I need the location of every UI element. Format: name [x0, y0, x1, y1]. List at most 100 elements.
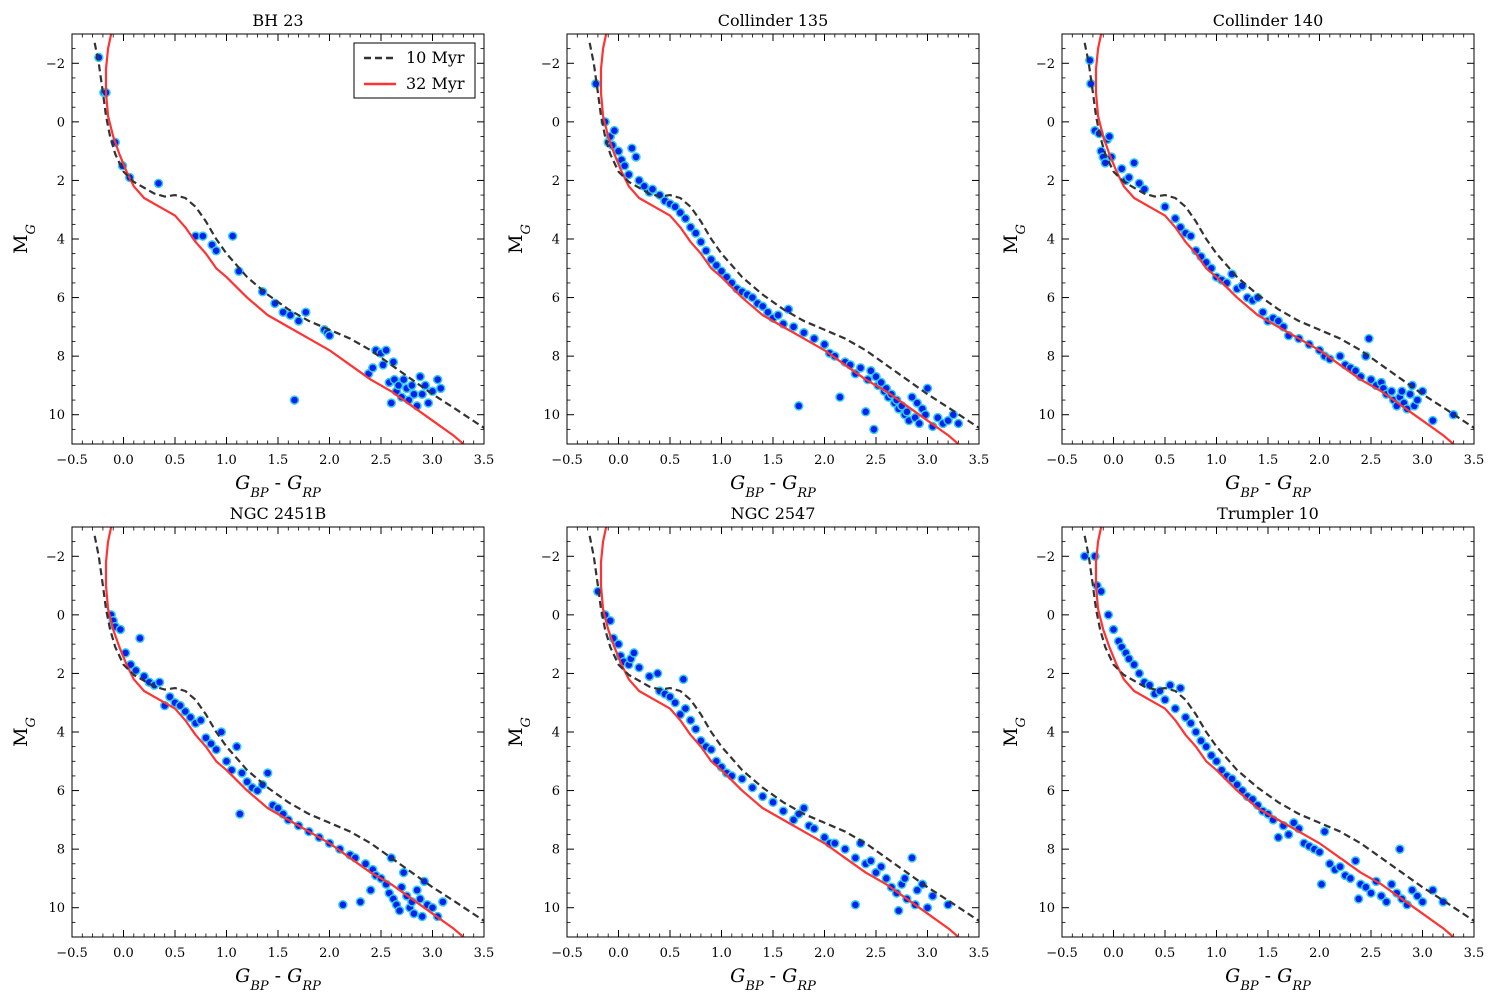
star-point	[135, 633, 145, 644]
plot-area	[1062, 527, 1474, 937]
star-point	[365, 885, 376, 895]
star-point	[634, 662, 644, 673]
star-point	[1325, 859, 1335, 869]
y-tick-label: −2	[1036, 550, 1055, 565]
y-tick-label: 2	[1047, 667, 1055, 682]
star-point	[1186, 231, 1196, 241]
star-point	[1407, 885, 1417, 895]
star-point	[1428, 415, 1438, 426]
x-tick-label: 0.5	[1155, 453, 1176, 468]
star-point	[153, 178, 164, 189]
star-point	[237, 768, 247, 778]
x-axis-label: GBP - GRP	[1225, 472, 1311, 501]
star-point	[1364, 333, 1374, 344]
y-tick-label: 4	[552, 726, 560, 741]
star-point	[1116, 163, 1127, 174]
star-point	[1165, 680, 1175, 690]
plot-frame	[566, 33, 980, 445]
star-point	[165, 692, 175, 702]
star-point	[685, 715, 696, 726]
plot-frame	[71, 33, 485, 445]
star-point	[691, 228, 701, 238]
star-point	[1134, 668, 1144, 679]
star-point	[262, 768, 273, 778]
star-point	[809, 823, 819, 834]
star-point	[788, 322, 799, 332]
x-axis-label: GBP - GRP	[730, 965, 816, 994]
y-tick-label: 4	[57, 726, 65, 741]
star-point	[1335, 351, 1345, 361]
y-tick-label: 0	[1047, 115, 1055, 130]
legend-label-1: 10 Myr	[406, 48, 465, 67]
star-point	[644, 671, 655, 682]
x-tick-label: 1.5	[268, 946, 289, 961]
star-point	[415, 371, 425, 382]
panel-1: BH 23 −0.5 0.0 0.5 1.0 1.5 2.0 2.5 3.0 3.5 −2 0 2 4 6 8…	[10, 11, 494, 501]
star-point	[1186, 718, 1196, 728]
star-point	[927, 891, 938, 901]
star-point	[619, 161, 630, 171]
x-tick-label: 1.0	[711, 453, 732, 468]
star-point	[211, 744, 221, 755]
star-point	[871, 867, 881, 878]
isochrone-32-myr-line	[1094, 527, 1456, 937]
x-tick-label: 3.5	[474, 453, 495, 468]
star-point	[1232, 779, 1242, 790]
star-point	[1314, 847, 1325, 857]
x-axis-label: GBP - GRP	[235, 965, 321, 994]
star-point	[1412, 395, 1423, 405]
star-point	[196, 715, 206, 726]
y-tick-label: 0	[1047, 608, 1055, 623]
x-tick-label: 0.0	[608, 946, 629, 961]
star-point	[154, 677, 165, 687]
plot-frame	[1061, 526, 1475, 938]
isochrone-32-myr-line	[599, 34, 961, 444]
y-tick-label: 8	[552, 843, 560, 858]
star-point	[1417, 897, 1428, 907]
x-tick-label: 2.5	[1361, 946, 1382, 961]
star-point	[435, 383, 446, 394]
star-point	[393, 380, 404, 391]
star-point	[381, 345, 391, 356]
x-tick-label: 2.0	[814, 453, 835, 468]
x-tick-label: 3.5	[1464, 946, 1485, 961]
star-point	[301, 307, 311, 317]
data-layer	[93, 527, 484, 937]
star-point	[1345, 873, 1356, 884]
star-point	[768, 797, 778, 808]
isochrone-10-myr-line	[1083, 42, 1474, 429]
legend: 10 Myr 32 Myr	[353, 42, 476, 99]
star-point	[680, 213, 691, 224]
plot-frame	[566, 526, 980, 938]
y-tick-label: 8	[57, 843, 65, 858]
star-point	[876, 377, 886, 388]
y-tick-label: 2	[552, 174, 560, 189]
star-point	[1395, 844, 1405, 854]
isochrone-32-myr-line	[104, 34, 466, 444]
star-point	[1129, 659, 1139, 670]
x-tick-label: 1.0	[711, 946, 732, 961]
star-point	[1134, 178, 1144, 189]
star-point	[629, 648, 639, 658]
x-tick-label: 1.0	[216, 946, 237, 961]
y-tick-label: −2	[541, 550, 560, 565]
x-tick-label: 1.5	[268, 453, 289, 468]
x-tick-label: −0.5	[551, 453, 583, 468]
star-point	[665, 692, 675, 702]
x-tick-label: 2.5	[1361, 453, 1382, 468]
y-tick-label: 8	[1047, 843, 1055, 858]
star-point	[757, 301, 768, 312]
star-point	[840, 844, 850, 854]
panel-title: NGC 2451B	[230, 504, 327, 523]
x-tick-label: 3.5	[1464, 453, 1485, 468]
star-point	[773, 310, 783, 320]
legend-label-2: 32 Myr	[406, 74, 465, 93]
star-point	[675, 207, 686, 218]
data-layer	[1079, 527, 1474, 937]
star-point	[1361, 882, 1371, 892]
legend-box	[353, 42, 476, 99]
star-point	[860, 407, 871, 417]
star-point	[378, 360, 388, 370]
star-point	[893, 905, 904, 916]
star-point	[427, 902, 438, 913]
